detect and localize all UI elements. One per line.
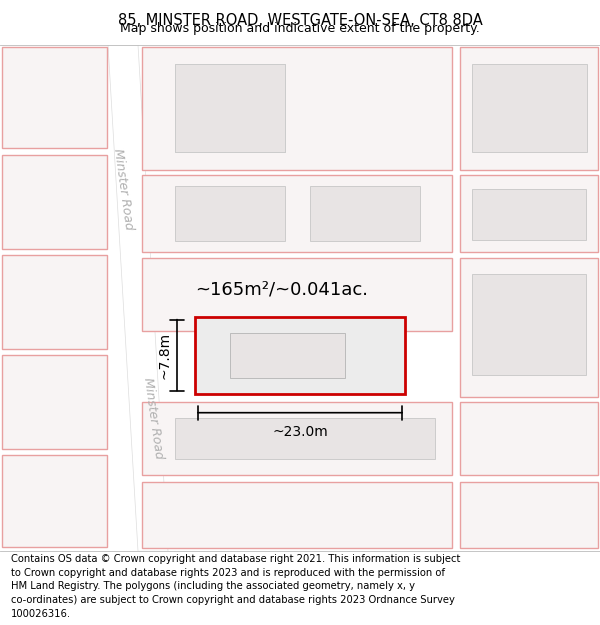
Text: ~23.0m: ~23.0m xyxy=(272,426,328,439)
Bar xyxy=(472,189,586,240)
Bar xyxy=(175,64,285,152)
Bar xyxy=(472,64,587,152)
Bar xyxy=(460,47,598,170)
Bar xyxy=(142,482,452,548)
Bar xyxy=(460,258,598,397)
Bar xyxy=(2,255,107,349)
Bar xyxy=(175,418,435,459)
Bar xyxy=(472,274,586,376)
Bar xyxy=(195,317,405,394)
Text: Map shows position and indicative extent of the property.: Map shows position and indicative extent… xyxy=(120,22,480,35)
Text: Contains OS data © Crown copyright and database right 2021. This information is : Contains OS data © Crown copyright and d… xyxy=(11,554,460,619)
Bar xyxy=(2,47,107,148)
Bar xyxy=(142,258,452,331)
Bar xyxy=(2,355,107,449)
Bar xyxy=(175,64,285,152)
Bar xyxy=(142,402,452,474)
Text: Minster Road: Minster Road xyxy=(111,148,135,231)
Bar xyxy=(175,186,285,241)
Bar xyxy=(2,155,107,249)
Bar xyxy=(310,186,420,241)
Bar xyxy=(460,175,598,252)
Text: ~165m²/~0.041ac.: ~165m²/~0.041ac. xyxy=(195,281,368,299)
Bar xyxy=(142,175,452,252)
Text: ~7.8m: ~7.8m xyxy=(158,332,172,379)
Text: Minster Road: Minster Road xyxy=(141,376,165,459)
Bar xyxy=(2,456,107,547)
Bar xyxy=(230,332,345,378)
Bar xyxy=(142,47,452,170)
Polygon shape xyxy=(108,45,168,551)
Bar xyxy=(460,402,598,474)
Bar xyxy=(460,482,598,548)
Text: 85, MINSTER ROAD, WESTGATE-ON-SEA, CT8 8DA: 85, MINSTER ROAD, WESTGATE-ON-SEA, CT8 8… xyxy=(118,12,482,28)
